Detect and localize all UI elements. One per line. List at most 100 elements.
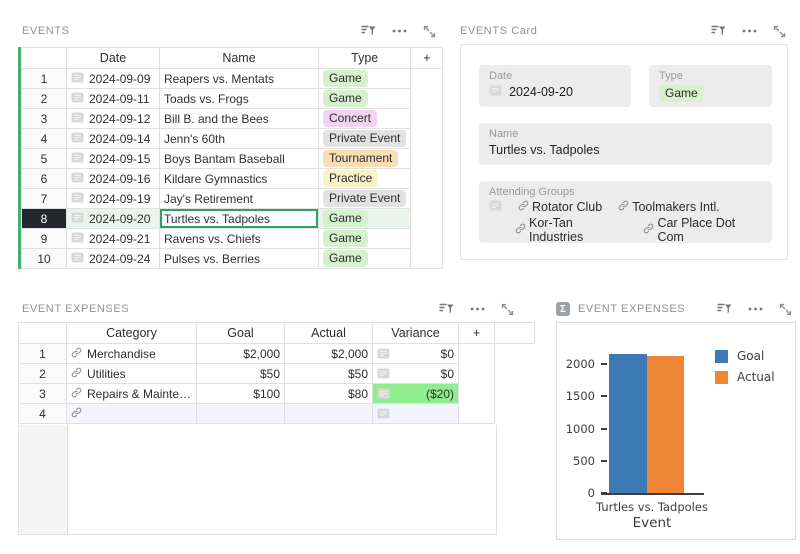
category-cell[interactable]: Utilities — [66, 363, 197, 384]
goal-cell[interactable]: $100 — [196, 383, 285, 404]
card-field-name[interactable]: Name Turtles vs. Tadpoles — [479, 123, 772, 165]
name-cell[interactable]: Jenn's 60th — [159, 128, 319, 149]
name-cell[interactable]: Jay's Retirement — [159, 188, 319, 209]
linked-record[interactable]: Kor-Tan Industries — [515, 216, 627, 244]
date-cell[interactable]: 2024-09-21 — [66, 228, 160, 249]
date-cell[interactable]: 2024-09-16 — [66, 168, 160, 189]
date-cell[interactable]: 2024-09-11 — [66, 88, 160, 109]
date-cell[interactable]: 2024-09-09 — [66, 68, 160, 89]
expand-record-icon[interactable] — [71, 92, 84, 106]
row-number-cell[interactable]: 8 — [21, 208, 67, 229]
expand-record-icon[interactable] — [377, 348, 390, 362]
card-field-attending-groups[interactable]: Attending Groups Rotator Club Toolmakers … — [479, 181, 772, 244]
goal-cell[interactable]: $2,000 — [196, 343, 285, 364]
goal-cell[interactable]: $50 — [196, 363, 285, 384]
type-cell[interactable]: Game — [317, 208, 412, 229]
expand-record-icon[interactable] — [71, 152, 84, 166]
expand-record-icon[interactable] — [71, 172, 84, 186]
category-cell[interactable]: Repairs & Mainte… — [66, 383, 197, 404]
column-header-category[interactable]: Category — [66, 322, 197, 344]
date-cell[interactable]: 2024-09-20 — [66, 208, 160, 229]
expand-icon[interactable] — [779, 303, 792, 316]
actual-cell[interactable]: $2,000 — [284, 343, 373, 364]
type-cell[interactable]: Private Event — [317, 188, 412, 209]
expand-record-icon[interactable] — [377, 408, 390, 422]
row-number-cell[interactable]: 1 — [21, 68, 67, 89]
more-options-icon[interactable] — [748, 307, 763, 311]
column-header-variance[interactable]: Variance — [372, 322, 459, 344]
type-cell[interactable]: Game — [317, 88, 412, 109]
expand-record-icon[interactable] — [71, 72, 84, 86]
name-cell[interactable]: Boys Bantam Baseball — [159, 148, 319, 169]
filter-sort-icon[interactable] — [438, 302, 454, 316]
row-number-cell[interactable]: 7 — [21, 188, 67, 209]
date-cell[interactable]: 2024-09-24 — [66, 248, 160, 269]
filter-sort-icon[interactable] — [716, 302, 732, 316]
column-header-date[interactable]: Date — [66, 47, 160, 69]
name-cell[interactable]: Turtles vs. Tadpoles — [159, 208, 319, 229]
name-cell[interactable]: Kildare Gymnastics — [159, 168, 319, 189]
expand-record-icon[interactable] — [377, 388, 390, 402]
name-cell[interactable]: Ravens vs. Chiefs — [159, 228, 319, 249]
actual-cell[interactable] — [284, 403, 373, 424]
name-cell[interactable]: Pulses vs. Berries — [159, 248, 319, 269]
expand-record-icon[interactable] — [377, 368, 390, 382]
type-cell[interactable]: Tournament — [317, 148, 412, 169]
expand-icon[interactable] — [501, 303, 514, 316]
row-number-header[interactable] — [18, 322, 67, 344]
expand-record-icon[interactable] — [71, 112, 84, 126]
category-cell[interactable] — [66, 403, 197, 424]
row-number-cell[interactable]: 2 — [21, 88, 67, 109]
variance-cell[interactable] — [372, 403, 459, 424]
more-options-icon[interactable] — [392, 29, 407, 33]
name-cell[interactable]: Reapers vs. Mentats — [159, 68, 319, 89]
row-number-cell[interactable]: 4 — [18, 403, 67, 424]
expand-record-icon[interactable] — [71, 212, 84, 226]
date-cell[interactable]: 2024-09-15 — [66, 148, 160, 169]
expand-icon[interactable] — [773, 25, 786, 38]
name-cell[interactable]: Bill B. and the Bees — [159, 108, 319, 129]
column-header-actual[interactable]: Actual — [284, 322, 373, 344]
card-field-type[interactable]: Type Game — [649, 65, 772, 107]
type-cell[interactable]: Practice — [317, 168, 412, 189]
variance-cell[interactable]: $0 — [372, 343, 459, 364]
add-column-button[interactable]: + — [458, 322, 495, 344]
row-number-cell[interactable]: 3 — [18, 383, 67, 404]
row-number-cell[interactable]: 2 — [18, 363, 67, 384]
add-column-button[interactable]: + — [410, 47, 444, 69]
row-number-cell[interactable]: 3 — [21, 108, 67, 129]
expand-record-icon[interactable] — [71, 192, 84, 206]
expand-record-icon[interactable] — [71, 132, 84, 146]
type-cell[interactable]: Game — [317, 228, 412, 249]
row-number-cell[interactable]: 1 — [18, 343, 67, 364]
type-cell[interactable]: Game — [317, 248, 412, 269]
column-header-goal[interactable]: Goal — [196, 322, 285, 344]
column-header-type[interactable]: Type — [317, 47, 412, 69]
actual-cell[interactable]: $50 — [284, 363, 373, 384]
filter-sort-icon[interactable] — [710, 24, 726, 38]
date-cell[interactable]: 2024-09-14 — [66, 128, 160, 149]
row-number-cell[interactable]: 9 — [21, 228, 67, 249]
card-field-date[interactable]: Date 2024-09-20 — [479, 65, 631, 107]
expand-record-icon[interactable] — [489, 85, 502, 99]
row-number-cell[interactable]: 5 — [21, 148, 67, 169]
actual-cell[interactable]: $80 — [284, 383, 373, 404]
date-cell[interactable]: 2024-09-19 — [66, 188, 160, 209]
filter-sort-icon[interactable] — [360, 24, 376, 38]
variance-cell[interactable]: $0 — [372, 363, 459, 384]
linked-record[interactable]: Car Place Dot Com — [643, 216, 762, 244]
type-cell[interactable]: Private Event — [317, 128, 412, 149]
more-options-icon[interactable] — [470, 307, 485, 311]
row-number-cell[interactable]: 6 — [21, 168, 67, 189]
expand-record-icon[interactable] — [489, 200, 502, 214]
row-number-header[interactable] — [21, 47, 67, 69]
linked-record[interactable]: Toolmakers Intl. — [618, 200, 720, 214]
row-number-cell[interactable]: 4 — [21, 128, 67, 149]
date-cell[interactable]: 2024-09-12 — [66, 108, 160, 129]
column-header-name[interactable]: Name — [159, 47, 319, 69]
linked-record[interactable]: Rotator Club — [518, 200, 602, 214]
category-cell[interactable]: Merchandise — [66, 343, 197, 364]
type-cell[interactable]: Concert — [317, 108, 412, 129]
expand-record-icon[interactable] — [71, 252, 84, 266]
variance-cell[interactable]: ($20) — [372, 383, 459, 404]
